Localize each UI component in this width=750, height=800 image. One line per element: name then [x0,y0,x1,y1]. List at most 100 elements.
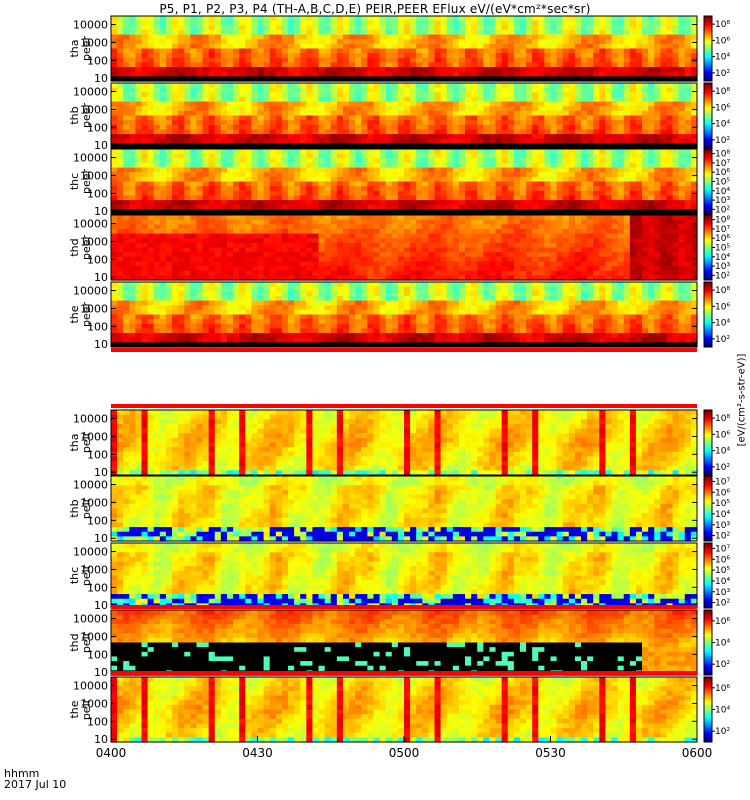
heatmap-cell [532,186,539,192]
colorbar-step [704,131,712,134]
heatmap-cell [428,200,436,206]
heatmap-cell [336,190,344,197]
heatmap-cell [507,101,515,107]
heatmap-cell [281,247,289,253]
heatmap-cell [599,48,607,54]
heatmap-cell [410,67,417,73]
heatmap-cell [190,29,198,36]
heatmap-cell [385,62,393,68]
heatmap-cell [214,101,222,107]
heatmap-cell [587,200,594,206]
heatmap-cell [642,162,649,169]
heatmap-cell [562,62,570,68]
heatmap-cell [599,134,607,140]
heatmap-cell [196,39,204,45]
heatmap-cell [257,215,265,221]
heatmap-cell [269,149,277,155]
heatmap-cell [306,16,314,22]
heatmap-cell [281,34,289,40]
heatmap-cell [196,176,204,183]
heatmap-cell [617,120,625,126]
heatmap-cell [129,266,137,272]
heatmap-cell [489,186,497,192]
heatmap-cell [599,29,607,36]
heatmap-cell [245,115,252,121]
heatmap-cell [416,39,423,45]
heatmap-cell [465,153,472,159]
heatmap-cell [428,261,436,267]
heatmap-cell [349,124,356,131]
heatmap-cell [446,48,454,54]
heatmap-cell [153,115,161,121]
heatmap-cell [581,57,588,64]
heatmap-cell [373,204,381,210]
heatmap-cell [367,186,375,192]
heatmap-cell [263,134,271,140]
heatmap-cell [373,176,381,183]
heatmap-cell [379,71,387,77]
heatmap-cell [581,25,588,31]
colorbar-step [704,155,712,158]
heatmap-cell [428,270,436,276]
heatmap-cell [672,39,680,45]
heatmap-cell [507,143,515,149]
heatmap-cell [458,149,466,155]
heatmap-cell [263,181,271,187]
heatmap-cell [300,62,307,68]
heatmap-cell [434,200,442,206]
colorbar-step [704,115,712,118]
heatmap-cell [349,76,356,82]
heatmap-cell [123,129,130,135]
heatmap-cell [422,120,430,126]
heatmap-cell [587,134,594,140]
heatmap-cell [275,96,283,103]
heatmap-cell [355,219,362,225]
heatmap-cell [428,167,436,173]
heatmap-cell [434,252,442,258]
colorbar-step [704,144,712,147]
heatmap-cell [184,256,191,263]
heatmap-cell [672,186,680,192]
heatmap-cell [196,224,204,230]
heatmap-cell [263,158,271,164]
heatmap-cell [391,48,399,54]
heatmap-cell [501,138,509,144]
heatmap-cell [434,43,442,50]
heatmap-cell [220,209,228,215]
heatmap-cell [312,48,320,54]
heatmap-cell [220,129,228,135]
heatmap-cell [385,233,393,239]
heatmap-cell [538,92,545,98]
heatmap-cell [263,124,271,131]
heatmap-cell [263,87,271,93]
heatmap-cell [153,92,161,98]
heatmap-cell [300,87,307,93]
heatmap-cell [117,181,124,187]
heatmap-cell [611,158,619,164]
heatmap-cell [397,106,405,112]
heatmap-cell [428,120,436,126]
heatmap-cell [355,190,362,197]
heatmap-cell [465,92,472,98]
heatmap-cell [562,76,570,82]
heatmap-cell [416,20,423,26]
heatmap-cell [611,76,619,82]
heatmap-cell [269,134,277,140]
heatmap-cell [361,256,368,263]
colorbar-step [704,175,712,178]
heatmap-cell [214,190,222,197]
heatmap-cell [452,106,460,112]
heatmap-cell [263,247,271,253]
heatmap-cell [544,138,552,144]
heatmap-cell [519,106,527,112]
heatmap-cell [574,76,582,82]
heatmap-cell [153,67,161,73]
heatmap-cell [489,115,497,121]
heatmap-cell [233,106,240,112]
heatmap-cell [532,149,539,155]
heatmap-cell [416,124,423,131]
heatmap-cell [642,158,649,164]
heatmap-cell [501,110,509,117]
heatmap-cell [159,92,167,98]
